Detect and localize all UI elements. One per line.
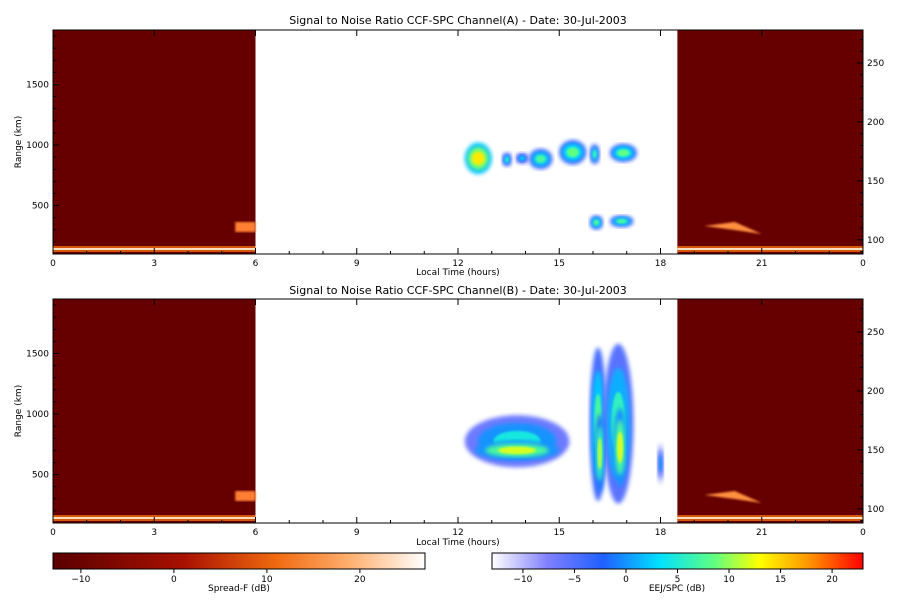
colorbar-tick-label: 15 (775, 575, 786, 585)
colorbar-tick-label: 5 (675, 575, 681, 585)
y2-tick-label: 100 (867, 236, 884, 246)
x-tick-label: 18 (655, 259, 667, 269)
echo-patch-core (593, 219, 600, 226)
y-tick-label: 1500 (26, 80, 49, 90)
spread-f-block (677, 30, 863, 254)
panel-a-y-ticks: 500 1000 1500 (26, 35, 59, 243)
colorbar-tick-label: −5 (568, 575, 581, 585)
y2-tick-label: 200 (867, 387, 884, 397)
y2-tick-label: 200 (867, 118, 884, 128)
x-tick-label: 18 (655, 528, 667, 538)
x-tick-label: 0 (50, 528, 56, 538)
panel-a-y2-ticks: 100 150 200 250 (857, 38, 884, 253)
x-tick-label: 3 (151, 259, 157, 269)
spread-f-echo (704, 222, 762, 234)
spread-f-echo (704, 491, 762, 503)
y2-tick-label: 150 (867, 177, 884, 187)
echo-patch-core (617, 149, 630, 157)
spread-f-block (53, 30, 256, 254)
spread-f-block (53, 299, 256, 523)
y-tick-label: 1000 (26, 410, 49, 420)
x-tick-label: 6 (253, 528, 259, 538)
panel-b: Signal to Noise Ratio CCF-SPC Channel(B)… (14, 284, 884, 548)
panel-b-x-label: Local Time (hours) (416, 538, 499, 548)
x-tick-label: 6 (253, 259, 259, 269)
panel-b-y-ticks: 500 1000 1500 (26, 304, 59, 512)
y2-tick-label: 250 (867, 59, 884, 69)
panel-a: Signal to Noise Ratio CCF-SPC Channel(A)… (14, 14, 884, 278)
x-tick-label: 0 (50, 259, 56, 269)
colorbar-spread-f-ramp (52, 552, 426, 570)
y-tick-label: 500 (32, 471, 49, 481)
colorbar-eej-ticks: −10 −5 0 5 10 15 20 (513, 569, 838, 585)
panel-b-plot (53, 299, 863, 523)
colorbar-tick-label: −10 (513, 575, 532, 585)
panel-b-y-label: Range (km) (14, 385, 24, 437)
colorbar-spread-f: −10 0 10 20 Spread-F (dB) (52, 552, 426, 594)
spread-f-echo (235, 222, 256, 232)
y2-tick-label: 250 (867, 328, 884, 338)
spread-f-low-band-core (677, 248, 863, 250)
colorbar-tick-label: −10 (71, 575, 90, 585)
spread-f-block (677, 299, 863, 523)
panel-a-x-label: Local Time (hours) (416, 268, 499, 278)
echo-patch-core (519, 155, 526, 161)
x-tick-label: 21 (756, 528, 767, 538)
x-tick-label: 12 (452, 528, 463, 538)
echo-patch-core (535, 154, 547, 164)
x-tick-label: 3 (151, 528, 157, 538)
echo-patch-core (566, 147, 579, 158)
panel-b-x-ticks: 0 3 6 9 12 15 18 21 0 (50, 299, 866, 538)
y-tick-label: 1000 (26, 141, 49, 151)
x-tick-label: 15 (554, 528, 565, 538)
x-tick-label: 12 (452, 259, 463, 269)
echo-patch-core (616, 218, 628, 224)
y2-tick-label: 100 (867, 505, 884, 515)
x-tick-label: 0 (860, 528, 866, 538)
colorbar-spread-f-ticks: −10 0 10 20 (71, 569, 366, 585)
echo-patch-core (597, 437, 603, 470)
colorbar-tick-label: 10 (723, 575, 735, 585)
colorbar-tick-label: 20 (354, 575, 366, 585)
panel-a-y-label: Range (km) (14, 116, 24, 168)
panel-a-x-ticks: 0 3 6 9 12 15 18 21 0 (50, 30, 866, 269)
y2-tick-label: 150 (867, 446, 884, 456)
echo-patch-core (498, 446, 537, 455)
x-tick-label: 21 (756, 259, 767, 269)
colorbar-tick-label: 10 (261, 575, 273, 585)
panel-a-title: Signal to Noise Ratio CCF-SPC Channel(A)… (289, 14, 627, 27)
y-tick-label: 500 (32, 202, 49, 212)
echo-patch-core (616, 431, 624, 464)
colorbar-tick-label: 20 (826, 575, 838, 585)
echo-patch-core (504, 156, 510, 163)
colorbar-eej: −10 −5 0 5 10 15 20 EEJ/SPC (dB) (491, 552, 864, 594)
echo-patch-core (592, 149, 597, 159)
echo-patch-core (472, 152, 485, 165)
colorbar-tick-label: 0 (171, 575, 177, 585)
colorbar-eej-ramp (491, 552, 864, 570)
x-tick-label: 9 (354, 528, 360, 538)
panel-b-title: Signal to Noise Ratio CCF-SPC Channel(B)… (289, 284, 627, 297)
y-tick-label: 1500 (26, 349, 49, 359)
colorbar-tick-label: 0 (623, 575, 629, 585)
colorbar-eej-label: EEJ/SPC (dB) (649, 584, 705, 594)
spread-f-low-band-core (677, 517, 863, 519)
x-tick-label: 0 (860, 259, 866, 269)
panel-b-y2-ticks: 100 150 200 250 (857, 307, 884, 522)
colorbar-spread-f-label: Spread-F (dB) (208, 584, 270, 594)
x-tick-label: 15 (554, 259, 565, 269)
spread-f-echo (235, 491, 256, 501)
echo-patch-core (658, 455, 663, 472)
panel-a-plot (53, 30, 863, 254)
x-tick-label: 9 (354, 259, 360, 269)
